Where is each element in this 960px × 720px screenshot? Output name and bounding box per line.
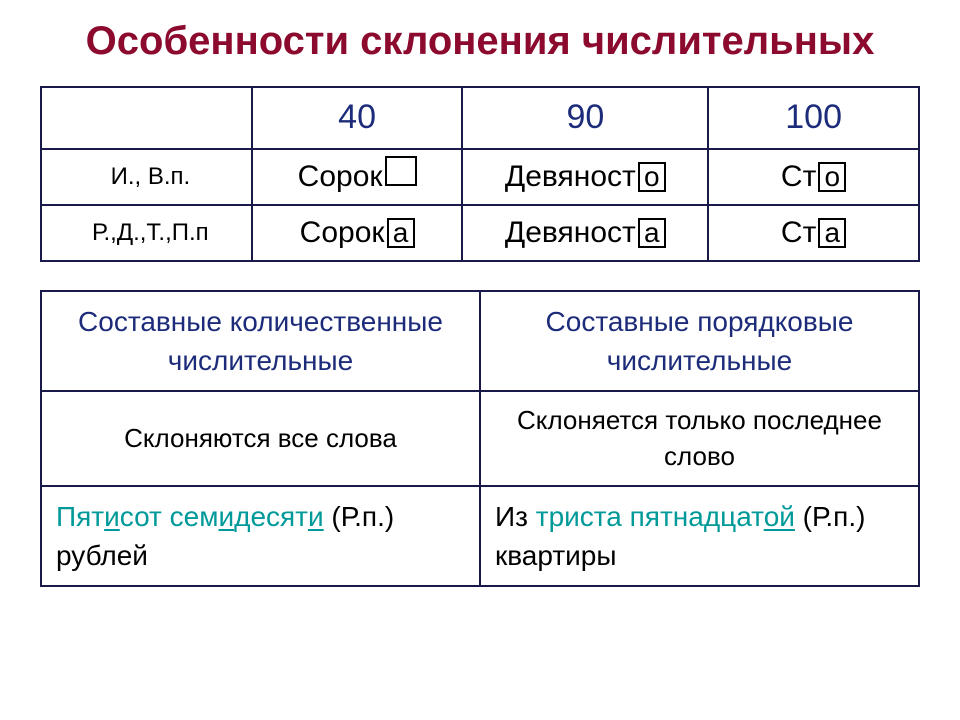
ending-box: а [638,218,666,248]
declension-table: 40 90 100 И., В.п. Сорок Девяносто Сто Р… [40,86,920,262]
compound-numerals-table: Составные количественные числительные Со… [40,290,920,588]
word-cell: Девяноста [462,205,708,261]
table-row: 40 90 100 [41,87,919,149]
word-cell: Ста [708,205,919,261]
blank-cell [41,87,252,149]
word-cell: Сорок [252,149,463,205]
rule-cell: Склоняется только последнее слово [480,391,919,486]
ending-box: а [387,218,415,248]
rule-cell: Склоняются все слова [41,391,480,486]
page-title: Особенности склонения числительных [40,18,920,64]
row-label: И., В.п. [41,149,252,205]
stem: Девяност [505,160,636,193]
stem: Сорок [298,160,383,193]
table-row: Составные количественные числительные Со… [41,291,919,391]
example-left: Пятисот семидесяти (Р.п.) рублей [41,486,480,586]
col-header: Составные количественные числительные [41,291,480,391]
ending-box: о [638,162,666,192]
highlighted-phrase: Пятисот семидесяти [56,501,324,532]
word-cell: Девяносто [462,149,708,205]
stem: Девяност [505,216,636,249]
table-row: Склоняются все слова Склоняется только п… [41,391,919,486]
table-row: И., В.п. Сорок Девяносто Сто [41,149,919,205]
col-header: 100 [708,87,919,149]
col-header: Составные порядковые числительные [480,291,919,391]
word-cell: Сто [708,149,919,205]
stem: Ст [781,216,816,249]
stem: Ст [781,160,816,193]
ending-box: а [818,218,846,248]
word-cell: Сорока [252,205,463,261]
table-row: Р.,Д.,Т.,П.п Сорока Девяноста Ста [41,205,919,261]
stem: Сорок [300,216,385,249]
ending-box [385,156,417,186]
highlighted-phrase: триста пятнадцатой [536,501,795,532]
ending-box: о [818,162,846,192]
col-header: 40 [252,87,463,149]
col-header: 90 [462,87,708,149]
example-right: Из триста пятнадцатой (Р.п.) квартиры [480,486,919,586]
table-row: Пятисот семидесяти (Р.п.) рублей Из трис… [41,486,919,586]
row-label: Р.,Д.,Т.,П.п [41,205,252,261]
